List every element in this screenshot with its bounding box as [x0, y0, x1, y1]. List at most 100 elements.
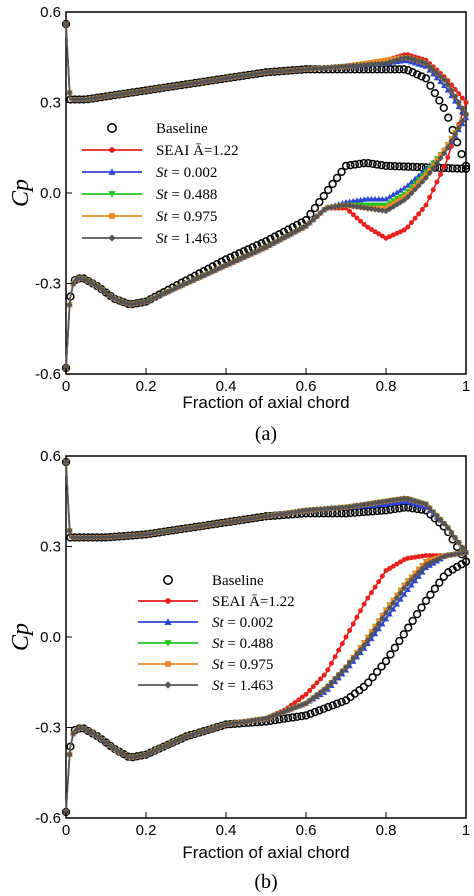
- data-point: [394, 561, 400, 567]
- data-point: [324, 683, 331, 690]
- data-point: [386, 604, 393, 612]
- data-point: [317, 209, 324, 217]
- data-point: [353, 203, 361, 210]
- data-point: [62, 458, 70, 466]
- series-st-1-463: [62, 20, 470, 372]
- data-point: [404, 623, 413, 632]
- data-point: [266, 234, 275, 244]
- data-point: [295, 66, 302, 73]
- data-point: [390, 191, 397, 198]
- data-point: [266, 713, 273, 721]
- data-point: [244, 252, 251, 259]
- data-point: [422, 60, 430, 67]
- data-point: [99, 286, 106, 293]
- data-point: [386, 610, 393, 617]
- data-point: [66, 89, 73, 96]
- data-point: [357, 646, 364, 653]
- data-point: [379, 233, 385, 239]
- data-point: [99, 534, 106, 541]
- data-point: [319, 191, 328, 201]
- data-point: [386, 650, 395, 659]
- data-point: [397, 187, 404, 193]
- data-point: [303, 691, 309, 697]
- data-point: [270, 68, 277, 75]
- data-point: [423, 202, 429, 208]
- data-point: [273, 711, 281, 718]
- data-point: [135, 531, 142, 539]
- data-point: [346, 659, 353, 666]
- x-tick-label: 0: [62, 822, 70, 839]
- data-point: [408, 582, 415, 588]
- data-point: [321, 672, 327, 678]
- data-point: [331, 675, 339, 682]
- data-point: [435, 578, 444, 587]
- data-point: [401, 54, 408, 61]
- data-point: [251, 514, 259, 522]
- data-point: [390, 497, 397, 504]
- y-axis-label-a: Cp: [8, 179, 34, 207]
- data-point: [77, 534, 84, 541]
- data-point: [332, 654, 338, 660]
- data-point: [124, 532, 131, 539]
- data-point: [459, 118, 466, 125]
- data-point: [128, 89, 135, 96]
- data-point: [179, 81, 186, 89]
- data-point: [361, 61, 368, 69]
- x-axis-label-b: Fraction of axial chord: [182, 843, 349, 862]
- data-point: [99, 736, 106, 743]
- data-point: [350, 203, 357, 210]
- data-point: [313, 65, 321, 72]
- data-point: [346, 508, 355, 518]
- data-point: [375, 620, 382, 627]
- data-point: [441, 76, 448, 83]
- data-point: [88, 729, 95, 736]
- data-point: [451, 551, 459, 558]
- data-point: [255, 716, 262, 723]
- legend-entry: SEAI Ā=1.22: [138, 594, 295, 610]
- data-point: [390, 203, 397, 210]
- y-tick-label: -0.6: [35, 810, 61, 827]
- data-point: [302, 700, 310, 707]
- data-point: [372, 160, 382, 169]
- data-point: [95, 733, 102, 741]
- data-point: [390, 605, 397, 612]
- x-tick-label: 0.6: [296, 822, 317, 839]
- data-point: [331, 203, 339, 210]
- legend-marker: [164, 618, 172, 625]
- data-point: [415, 182, 422, 189]
- legend-entry: St = 0.975: [82, 209, 217, 225]
- data-point: [335, 671, 342, 678]
- data-point: [427, 194, 433, 200]
- data-point: [270, 712, 277, 719]
- data-point: [139, 752, 146, 759]
- data-point: [364, 507, 373, 516]
- data-point: [110, 533, 117, 541]
- data-point: [441, 553, 448, 560]
- data-point: [405, 555, 411, 561]
- data-point: [399, 65, 408, 74]
- data-point: [292, 712, 302, 721]
- data-point: [310, 707, 320, 717]
- data-point: [419, 206, 425, 212]
- data-point: [324, 505, 331, 512]
- data-point: [222, 262, 230, 269]
- data-point: [461, 557, 471, 566]
- data-point: [411, 573, 419, 580]
- data-point: [328, 701, 337, 710]
- data-point: [113, 533, 121, 540]
- data-point: [273, 511, 281, 518]
- data-point: [281, 67, 288, 75]
- data-point: [302, 507, 310, 514]
- data-point: [335, 203, 342, 210]
- data-point: [325, 667, 331, 673]
- series-line-lower: [65, 102, 467, 369]
- data-point: [313, 506, 321, 513]
- plot-marks-b: [61, 457, 471, 817]
- data-point: [457, 149, 466, 159]
- data-point: [430, 187, 436, 193]
- x-tick-label: 0.8: [376, 378, 397, 395]
- x-tick-label: 0.2: [136, 378, 157, 395]
- data-point: [421, 596, 431, 605]
- data-point: [297, 711, 306, 721]
- data-point: [430, 164, 437, 172]
